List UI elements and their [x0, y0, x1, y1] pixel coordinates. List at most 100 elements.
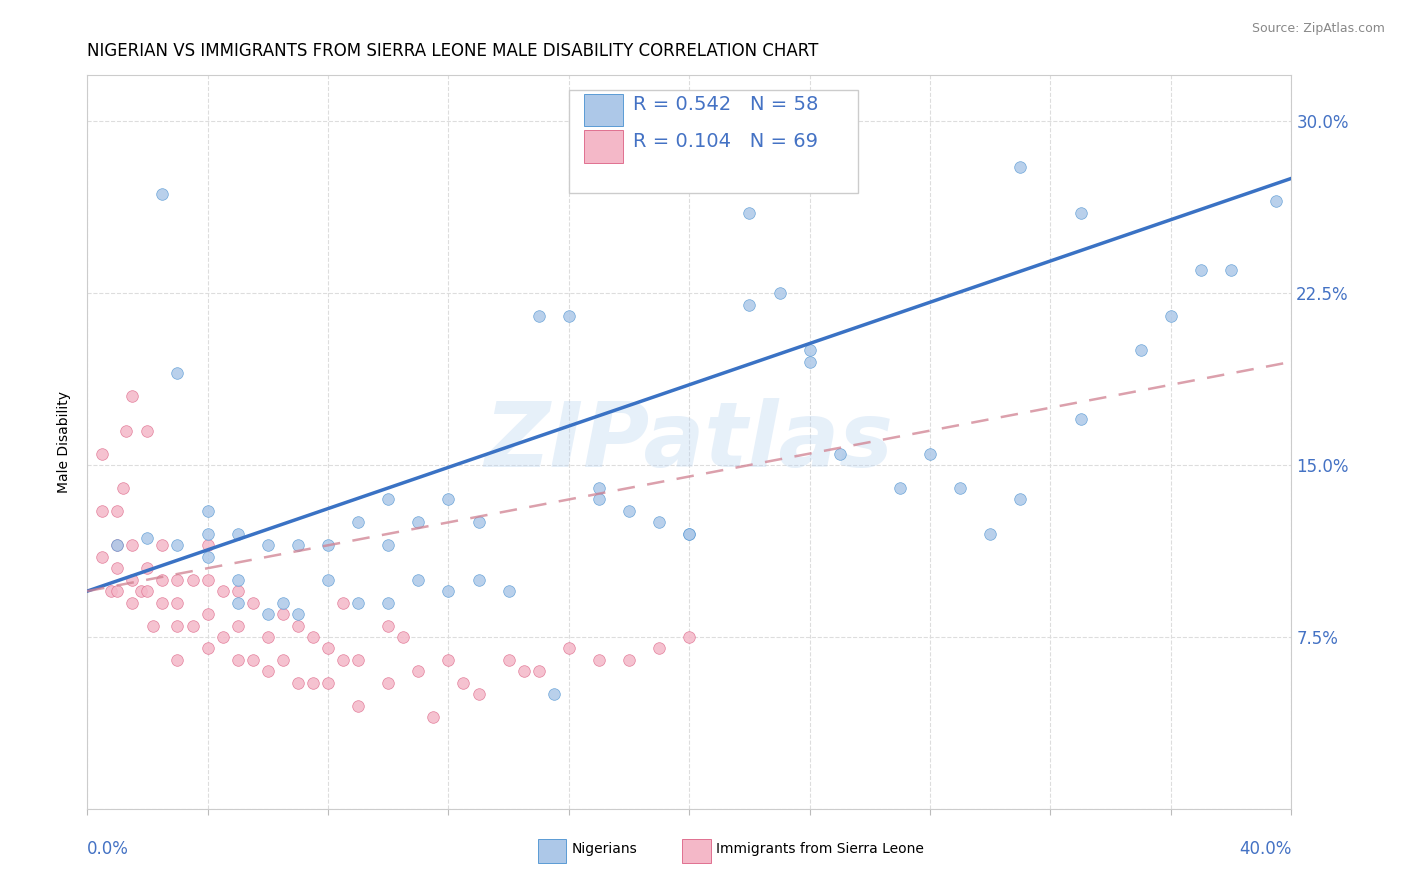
- Point: [949, 481, 972, 495]
- Point: [316, 538, 339, 552]
- FancyBboxPatch shape: [569, 90, 858, 193]
- Point: [467, 516, 489, 530]
- Point: [302, 676, 325, 690]
- Point: [136, 561, 159, 575]
- Point: [377, 492, 399, 507]
- Point: [422, 710, 444, 724]
- Point: [256, 607, 278, 621]
- Point: [558, 641, 581, 656]
- Point: [287, 676, 309, 690]
- Point: [197, 526, 219, 541]
- Point: [617, 653, 640, 667]
- Point: [226, 573, 249, 587]
- Point: [100, 584, 122, 599]
- Point: [347, 596, 370, 610]
- Point: [105, 504, 128, 518]
- Point: [738, 206, 761, 220]
- Point: [377, 596, 399, 610]
- Point: [197, 549, 219, 564]
- Point: [889, 481, 911, 495]
- FancyBboxPatch shape: [585, 94, 623, 126]
- Point: [105, 538, 128, 552]
- FancyBboxPatch shape: [585, 130, 623, 162]
- Point: [226, 596, 249, 610]
- Point: [166, 596, 188, 610]
- Point: [105, 561, 128, 575]
- Point: [1265, 194, 1288, 209]
- Point: [121, 596, 143, 610]
- Point: [256, 665, 278, 679]
- Point: [242, 596, 264, 610]
- Point: [226, 653, 249, 667]
- Point: [197, 538, 219, 552]
- Point: [648, 641, 671, 656]
- Point: [920, 446, 942, 460]
- Y-axis label: Male Disability: Male Disability: [58, 391, 72, 493]
- Point: [256, 630, 278, 644]
- Point: [377, 538, 399, 552]
- Point: [467, 687, 489, 701]
- Point: [226, 618, 249, 632]
- Point: [738, 297, 761, 311]
- Point: [166, 573, 188, 587]
- Point: [131, 584, 153, 599]
- Point: [197, 607, 219, 621]
- Point: [121, 538, 143, 552]
- Point: [112, 481, 135, 495]
- Point: [1160, 309, 1182, 323]
- Point: [152, 187, 174, 202]
- Point: [799, 355, 821, 369]
- Point: [166, 653, 188, 667]
- Point: [828, 446, 851, 460]
- Point: [91, 549, 114, 564]
- Point: [166, 367, 188, 381]
- Point: [271, 596, 294, 610]
- FancyBboxPatch shape: [682, 839, 711, 863]
- Point: [979, 526, 1001, 541]
- Point: [115, 424, 138, 438]
- Text: 0.0%: 0.0%: [87, 840, 129, 858]
- Point: [91, 446, 114, 460]
- Point: [121, 573, 143, 587]
- Point: [408, 573, 430, 587]
- Point: [136, 532, 159, 546]
- Point: [437, 653, 460, 667]
- FancyBboxPatch shape: [537, 839, 567, 863]
- Point: [1189, 263, 1212, 277]
- Point: [211, 630, 233, 644]
- Point: [408, 516, 430, 530]
- Point: [316, 573, 339, 587]
- Point: [181, 573, 204, 587]
- Point: [271, 653, 294, 667]
- Point: [316, 641, 339, 656]
- Point: [166, 618, 188, 632]
- Point: [152, 538, 174, 552]
- Point: [1010, 492, 1032, 507]
- Point: [332, 653, 354, 667]
- Point: [271, 607, 294, 621]
- Point: [799, 343, 821, 358]
- Point: [332, 596, 354, 610]
- Point: [543, 687, 565, 701]
- Point: [136, 424, 159, 438]
- Point: [498, 653, 520, 667]
- Text: ZIPatlas: ZIPatlas: [485, 398, 894, 486]
- Point: [181, 618, 204, 632]
- Point: [347, 698, 370, 713]
- Point: [558, 309, 581, 323]
- Point: [1070, 412, 1092, 426]
- Point: [105, 538, 128, 552]
- Text: NIGERIAN VS IMMIGRANTS FROM SIERRA LEONE MALE DISABILITY CORRELATION CHART: NIGERIAN VS IMMIGRANTS FROM SIERRA LEONE…: [87, 42, 818, 60]
- Point: [226, 584, 249, 599]
- Point: [527, 309, 550, 323]
- Point: [316, 676, 339, 690]
- Text: 40.0%: 40.0%: [1239, 840, 1291, 858]
- Point: [152, 596, 174, 610]
- Point: [302, 630, 325, 644]
- Point: [377, 618, 399, 632]
- Point: [166, 538, 188, 552]
- Point: [588, 481, 610, 495]
- Point: [256, 538, 278, 552]
- Point: [1070, 206, 1092, 220]
- Point: [437, 492, 460, 507]
